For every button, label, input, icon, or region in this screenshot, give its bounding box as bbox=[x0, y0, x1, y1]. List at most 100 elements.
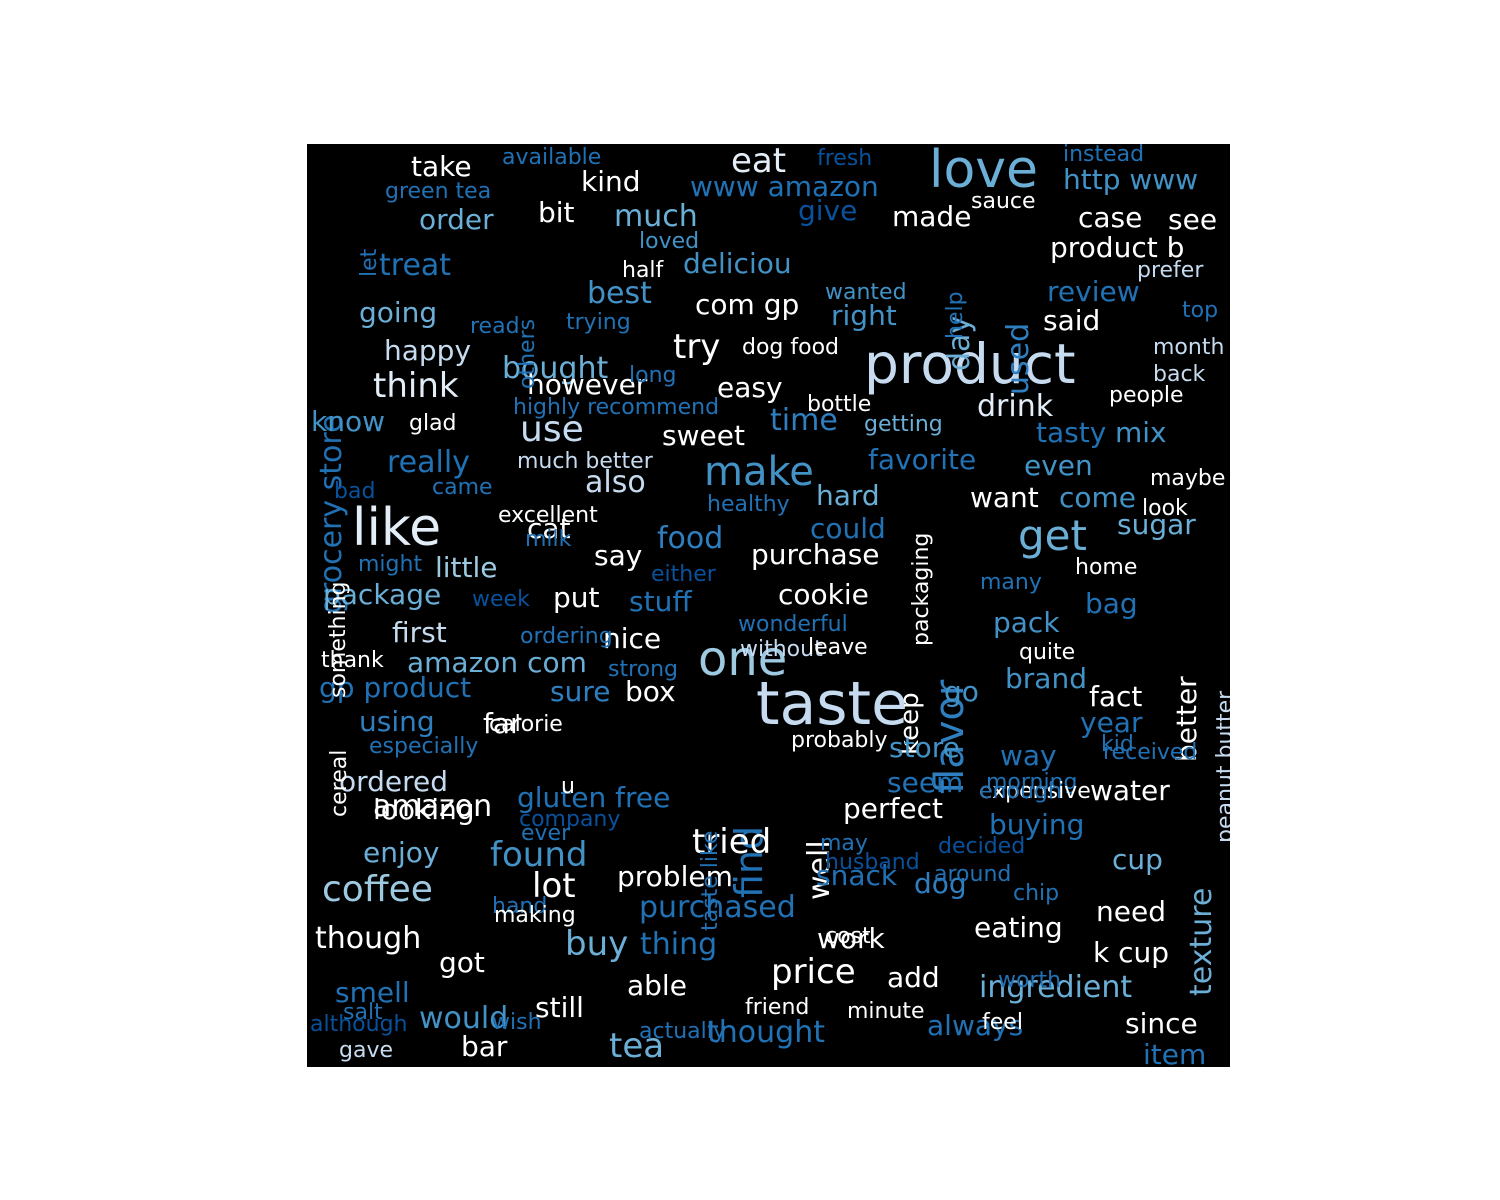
word: see bbox=[1168, 203, 1218, 236]
word: go bbox=[944, 675, 979, 708]
word: perfect bbox=[843, 792, 943, 825]
word: nice bbox=[603, 622, 662, 655]
word: far bbox=[483, 707, 522, 740]
word: maybe bbox=[1150, 466, 1226, 491]
word: want bbox=[970, 481, 1039, 514]
word: excellent bbox=[498, 503, 598, 528]
word: bad bbox=[334, 479, 376, 504]
word: dog bbox=[914, 867, 967, 900]
word: cup bbox=[1112, 843, 1163, 876]
word: buy bbox=[565, 924, 629, 964]
word: said bbox=[1043, 304, 1101, 337]
word: top bbox=[1182, 298, 1219, 323]
word: purchased bbox=[639, 890, 796, 925]
word: peanut butter bbox=[1213, 690, 1230, 843]
word: many bbox=[980, 570, 1042, 595]
word: milk bbox=[525, 527, 572, 552]
word: half bbox=[622, 258, 664, 283]
word: product bbox=[864, 332, 1076, 396]
word: love bbox=[929, 144, 1039, 200]
word: enjoy bbox=[363, 836, 440, 869]
word: would bbox=[419, 1001, 509, 1036]
word: might bbox=[358, 552, 423, 577]
word: purchase bbox=[751, 538, 880, 571]
word: company bbox=[519, 807, 621, 832]
word: going bbox=[359, 296, 438, 329]
word: cereal bbox=[327, 749, 352, 817]
word: loved bbox=[639, 229, 700, 254]
word: worth bbox=[998, 968, 1062, 993]
word: available bbox=[502, 145, 602, 170]
word: could bbox=[810, 512, 886, 545]
word: strong bbox=[608, 657, 679, 682]
word: try bbox=[673, 327, 721, 367]
word: got bbox=[439, 946, 485, 979]
word: fact bbox=[1089, 680, 1143, 713]
word: sauce bbox=[971, 189, 1036, 214]
word: add bbox=[887, 961, 940, 994]
word: come bbox=[1059, 481, 1137, 514]
word: gave bbox=[339, 1038, 394, 1063]
word: found bbox=[490, 835, 588, 875]
word: hand bbox=[492, 894, 548, 919]
word: smell bbox=[335, 976, 410, 1009]
word: take bbox=[411, 150, 472, 183]
word: review bbox=[1047, 275, 1140, 308]
word: tea bbox=[609, 1026, 665, 1066]
word: always bbox=[927, 1009, 1024, 1042]
word: cat bbox=[527, 512, 571, 545]
word: brand bbox=[1005, 662, 1087, 695]
word: work bbox=[817, 922, 885, 955]
word: first bbox=[392, 616, 447, 649]
word: leave bbox=[808, 635, 868, 660]
word: tasty bbox=[1036, 416, 1107, 449]
word: much better bbox=[517, 449, 653, 474]
word: gluten free bbox=[517, 781, 671, 814]
word: kind bbox=[581, 165, 641, 198]
word: com gp bbox=[695, 288, 800, 321]
word-cloud: taste product like love flavor one get make coff… bbox=[307, 144, 1230, 1067]
word: box bbox=[625, 675, 676, 708]
word: wonderful bbox=[738, 612, 848, 637]
word: may bbox=[820, 831, 868, 856]
word: still bbox=[535, 991, 584, 1024]
word: look bbox=[1142, 496, 1188, 521]
word: need bbox=[1096, 895, 1166, 928]
word: food bbox=[657, 521, 724, 556]
word: taste like bbox=[698, 830, 723, 931]
word: green tea bbox=[385, 179, 492, 204]
word: long bbox=[629, 363, 677, 388]
word: happy bbox=[384, 334, 472, 367]
word: texture bbox=[1184, 887, 1219, 996]
word: buying bbox=[989, 808, 1085, 841]
word: week bbox=[472, 587, 530, 612]
word: either bbox=[651, 562, 716, 587]
word: bottle bbox=[807, 392, 872, 417]
word: think bbox=[373, 366, 459, 406]
word: used bbox=[1001, 322, 1036, 395]
word: let bbox=[357, 248, 382, 277]
word: lot bbox=[532, 866, 576, 906]
word: healthy bbox=[707, 492, 790, 517]
word: k cup bbox=[1093, 936, 1170, 969]
word: treat bbox=[379, 248, 452, 283]
word: sugar bbox=[1117, 508, 1196, 541]
word: came bbox=[432, 475, 493, 500]
word: price bbox=[771, 952, 856, 992]
word: eat bbox=[731, 144, 787, 181]
word: say bbox=[594, 539, 643, 572]
word: amazon bbox=[373, 789, 493, 824]
word: packaging bbox=[909, 532, 934, 646]
word: cookie bbox=[778, 578, 869, 611]
word: pack bbox=[993, 606, 1060, 639]
word: bit bbox=[538, 196, 575, 229]
word: taste bbox=[756, 669, 908, 739]
word: sure bbox=[550, 675, 611, 708]
word: mix bbox=[1115, 416, 1167, 449]
word: ordered bbox=[339, 765, 449, 798]
word: use bbox=[520, 409, 584, 450]
word: put bbox=[553, 581, 600, 614]
word: something bbox=[326, 581, 351, 698]
word: although bbox=[310, 1012, 408, 1037]
word: people bbox=[1109, 383, 1184, 408]
